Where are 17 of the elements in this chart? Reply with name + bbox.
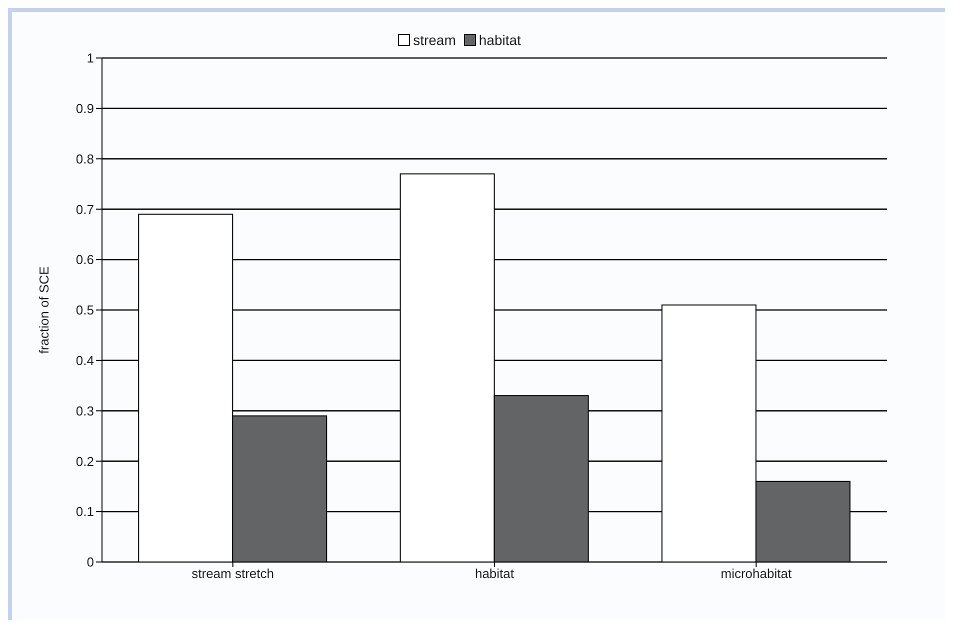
y-tick-label: 0.3 [76,403,94,418]
y-tick-label: 0.5 [76,302,94,318]
x-tick-label: habitat [474,566,514,582]
y-tick-label: 0.4 [76,353,94,368]
x-tick-label: microhabitat [720,566,792,582]
legend-label: habitat [478,32,521,48]
y-tick-label: 0.9 [76,101,94,116]
legend-label: stream [413,32,456,48]
y-tick-label: 1 [86,50,94,66]
y-tick-label: 0.6 [76,252,94,268]
x-tick-label: stream stretch [192,566,274,582]
y-tick-label: 0.2 [76,454,94,469]
y-tick-label: 0.7 [76,202,94,217]
y-tick-label: 0.1 [76,504,94,520]
y-tick-label: 0.8 [76,151,94,166]
y-axis-title: fraction of SCE [36,266,52,354]
y-tick-label: 0 [86,554,94,570]
